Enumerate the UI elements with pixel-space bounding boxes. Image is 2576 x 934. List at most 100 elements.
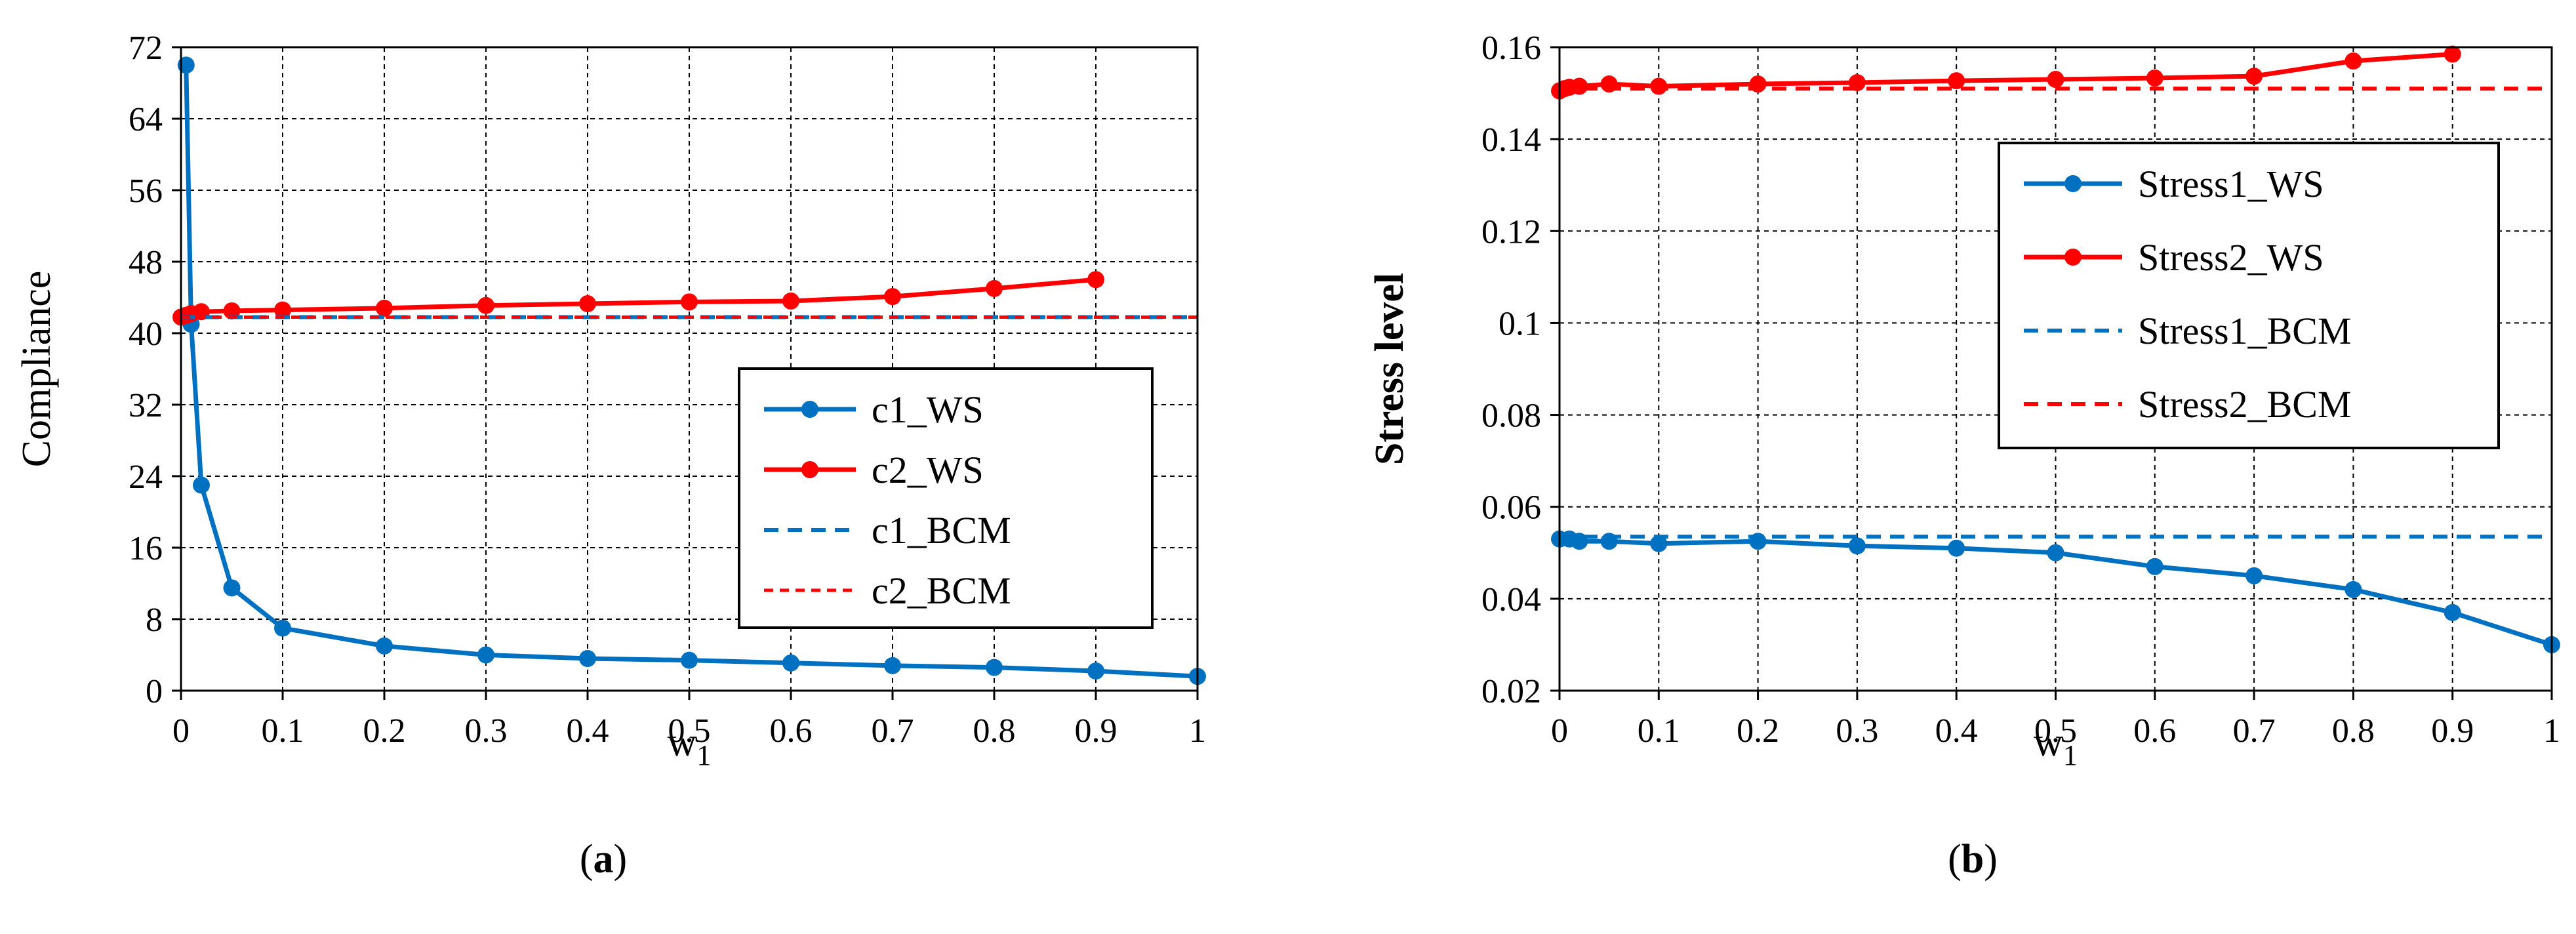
panel-a-c2-ws-point: [1087, 271, 1104, 289]
panel-b-stress2-ws-point: [1650, 77, 1668, 95]
panel-b-legend: Stress1_WS Stress2_WS Stress1_BCM Stress2_B…: [1998, 142, 2500, 449]
panel-a-c1-ws-point: [782, 654, 799, 672]
panel-a-x-ticks: 0 0.1 0.2 0.3 0.4 0.5 0.6 0.7 0.8 0.9 1: [172, 691, 1206, 750]
panel-b-y-ticks: 0.02 0.04 0.06 0.08 0.1 0.12 0.14 0.16: [1481, 30, 1560, 710]
panel-a-c2-ws-point: [986, 279, 1003, 297]
panel-a-c2-ws-point: [376, 299, 393, 317]
panel-a-legend-label-c1-bcm: c1_BCM: [872, 509, 1011, 552]
panel-b-x-tick-label: 1: [2543, 712, 2560, 750]
panel-a-caption-open: (: [580, 837, 594, 882]
panel-b-series-stress2-ws: [1558, 52, 2453, 93]
panel-b-stress1-ws-point: [2047, 544, 2064, 561]
panel-b-legend-label-stress2-bcm: Stress2_BCM: [2138, 383, 2352, 426]
panel-b-legend-box: [1998, 142, 2500, 449]
panel-b-y-tick-label: 0.1: [1499, 305, 1541, 342]
panel-a-c1-ws-point: [477, 646, 494, 664]
panel-a-c1-ws-point: [376, 637, 393, 655]
panel-b-caption-open: (: [1948, 837, 1962, 882]
panel-a-legend: c1_WS c2_WS c1_BCM c2_BCM: [738, 367, 1154, 629]
panel-b-y-tick-label: 0.06: [1481, 489, 1541, 527]
panel-a-y-axis-label: Compliance: [14, 271, 59, 468]
panel-a-y-tick-label: 0: [146, 673, 163, 710]
panel-a-y-tick-label: 8: [146, 601, 163, 639]
panel-b-x-tick-label: 0.2: [1737, 712, 1779, 750]
panel-a-c1-ws-point: [579, 649, 596, 667]
panel-a-c1-ws-point: [193, 476, 210, 494]
panel-a-legend-label-c2-ws: c2_WS: [872, 449, 984, 491]
panel-a-x-tick-label: 1: [1189, 712, 1206, 750]
panel-b-stress1-ws-point: [1948, 539, 1965, 557]
panel-a-caption-letter: a: [594, 837, 614, 882]
panel-a-y-tick-label: 48: [129, 244, 163, 281]
panel-b-stress1-ws-point: [1650, 535, 1668, 552]
panel-b-y-tick-label: 0.16: [1481, 30, 1541, 67]
panel-a-y-tick-label: 40: [129, 315, 163, 353]
panel-b-legend-label-stress1-ws: Stress1_WS: [2138, 163, 2324, 205]
panel-a-caption: (a): [580, 837, 627, 882]
panel-a-legend-marker-c1-ws: [801, 401, 818, 418]
panel-a-y-tick-label: 16: [129, 530, 163, 567]
panel-b-x-axis-label: w1: [2034, 720, 2078, 771]
panel-b-y-tick-label: 0.02: [1481, 673, 1541, 710]
panel-a-x-tick-label: 0.9: [1075, 712, 1117, 750]
panel-b-stress1-ws-point: [2345, 580, 2362, 598]
panel-a-c2-ws-point: [579, 295, 596, 313]
panel-b-y-tick-label: 0.12: [1481, 213, 1541, 251]
panel-a-x-tick-label: 0.4: [567, 712, 609, 750]
panel-a-legend-label-c2-bcm: c2_BCM: [872, 569, 1011, 612]
panel-a-series-c2-ws: [180, 277, 1097, 319]
panel-b-x-tick-label: 0.8: [2332, 712, 2375, 750]
panel-b-caption-letter: b: [1962, 837, 1984, 882]
panel-a-y-tick-label: 64: [129, 101, 163, 138]
panel-a-x-tick-label: 0.3: [465, 712, 508, 750]
panel-a-c1-ws-point: [1087, 662, 1104, 680]
panel-a: 0 8 16 24 32 40 48 56 64 72 0 0.1 0.2 0.3 0.4 0.5 0.6 0.…: [14, 30, 1206, 882]
panel-a-x-tick-label: 0.6: [770, 712, 813, 750]
panel-a-x-tick-label: 0.5: [668, 712, 711, 750]
panel-b-stress1-ws-point: [2245, 567, 2263, 584]
panel-a-y-tick-label: 32: [129, 387, 163, 424]
panel-a-caption-close: ): [614, 837, 628, 882]
panel-a-c2-ws-point: [884, 288, 901, 306]
panel-b-x-tick-label: 0.5: [2034, 712, 2077, 750]
panel-b-stress2-ws-point: [1571, 77, 1588, 95]
panel-b-x-tick-label: 0: [1551, 712, 1568, 750]
panel-b-stress1-ws-point: [2444, 603, 2461, 621]
panel-b-x-tick-label: 0.4: [1935, 712, 1978, 750]
panel-b-caption-close: ): [1984, 837, 1998, 882]
panel-a-c2-ws-point: [681, 293, 698, 311]
panel-a-x-axis-label: w1: [668, 720, 712, 771]
panel-b-legend-label-stress2-ws: Stress2_WS: [2138, 236, 2324, 279]
panel-a-series: [172, 56, 1206, 685]
panel-b-stress1-ws-point: [1848, 537, 1866, 555]
panel-a-c1-ws-point: [681, 651, 698, 669]
panel-a-x-tick-label: 0.1: [262, 712, 304, 750]
panel-b-x-tick-label: 0.9: [2431, 712, 2474, 750]
panel-b-y-axis-label: Stress level: [1367, 273, 1412, 465]
panel-b-x-axis-label-main: w: [2034, 720, 2063, 765]
panel-a-y-tick-label: 56: [129, 173, 163, 210]
panel-b: 0.020.040.060.080.10.120.140.16 0 0.1 0.2 0…: [1367, 30, 2560, 882]
panel-b-x-tick-label: 0.7: [2233, 712, 2276, 750]
panel-a-x-tick-label: 0.8: [973, 712, 1016, 750]
panel-b-stress2-ws-point: [2146, 69, 2163, 87]
panel-a-y-ticks: 0 8 16 24 32 40 48 56 64 72: [129, 30, 181, 710]
panel-b-caption: (b): [1948, 837, 1998, 882]
panel-b-legend-marker-stress1-ws: [2064, 175, 2082, 192]
panel-a-c1-ws-point: [986, 659, 1003, 676]
panel-a-c2-ws-point: [274, 301, 291, 319]
panel-a-c2-ws-point: [782, 292, 799, 310]
panel-a-series-c1-ws: [184, 65, 1198, 679]
panel-a-legend-label-c1-ws: c1_WS: [872, 388, 984, 431]
panel-b-stress2-ws-point: [1948, 72, 1965, 90]
panel-a-x-axis-label-sub: 1: [696, 739, 711, 771]
panel-b-x-ticks: 0 0.1 0.2 0.3 0.4 0.5 0.6 0.7 0.8 0.9 1: [1551, 691, 2560, 750]
panel-a-x-tick-label: 0.7: [872, 712, 914, 750]
panel-a-c1-ws-point: [274, 619, 291, 637]
panel-b-x-tick-label: 0.3: [1836, 712, 1878, 750]
panel-b-x-tick-label: 0.1: [1638, 712, 1680, 750]
panel-b-stress2-ws-point: [2047, 71, 2064, 89]
panel-a-y-tick-label: 24: [129, 458, 163, 496]
